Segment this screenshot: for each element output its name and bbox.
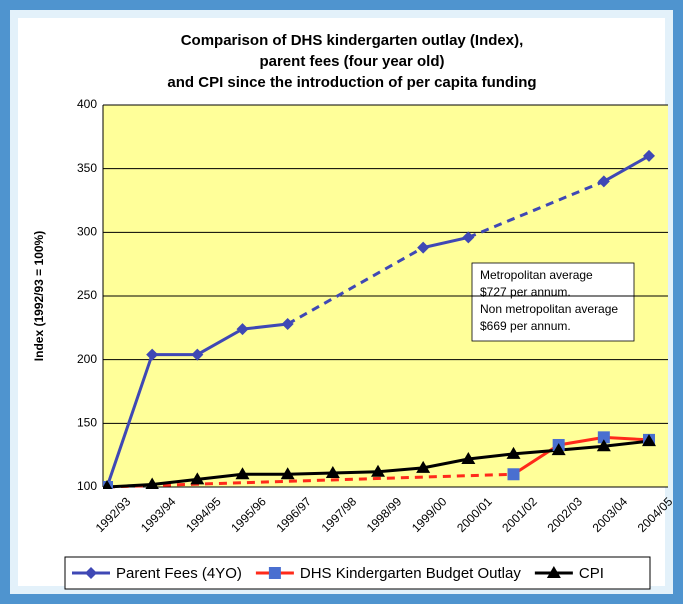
marker [597,431,610,444]
series-layer [103,149,656,489]
series-line [603,154,650,183]
legend-label: DHS Kindergarten Budget Outlay [300,565,521,582]
legend-label: Parent Fees (4YO) [116,565,242,582]
annotation: $669 per annum. [480,319,571,333]
marker [507,468,520,481]
marker [461,451,476,464]
chart-title: Comparison of DHS kindergarten outlay (I… [181,32,524,49]
chart-title: parent fees (four year old) [259,53,444,70]
legend-label: CPI [579,565,604,582]
marker [145,477,159,489]
interpolation-line [467,180,605,239]
marker [191,348,204,361]
marker [462,231,475,244]
marker [236,323,249,336]
y-tick-label: 250 [77,288,97,302]
y-tick-label: 350 [77,161,97,175]
marker [551,443,566,456]
marker [146,348,159,361]
y-tick-label: 100 [77,479,97,493]
annotation: $727 per annum. [480,285,571,299]
marker [596,439,611,452]
series-line [512,435,650,476]
marker [103,480,113,489]
series-line [422,235,469,250]
y-tick-label: 150 [77,416,97,430]
marker [371,464,385,477]
y-tick-label: 300 [77,225,97,239]
marker [235,467,250,480]
marker [643,149,655,162]
marker [506,446,521,459]
marker [416,460,431,473]
marker [190,472,205,485]
marker [597,175,610,188]
y-axis-label: Index (1992/93 = 100%) [32,231,46,361]
interpolation-line [286,246,424,326]
legend-marker [268,567,281,579]
marker [642,434,656,447]
marker [417,241,430,254]
y-tick-label: 200 [77,352,97,366]
legend-marker [85,567,97,579]
y-tick-label: 400 [77,97,97,111]
marker [325,465,340,478]
chart-title: and CPI since the introduction of per ca… [167,74,536,91]
interpolation-line [106,472,514,489]
marker [281,318,294,331]
legend-marker [546,566,561,578]
annotation: Metropolitan average [480,268,593,282]
annotation: Non metropolitan average [480,302,618,316]
annotation-box [471,262,635,342]
marker [280,467,295,480]
